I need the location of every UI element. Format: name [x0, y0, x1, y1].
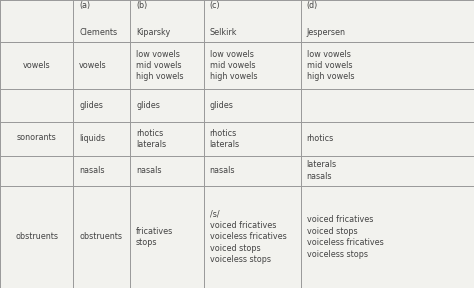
Text: (a): (a): [79, 1, 90, 10]
Text: Selkirk: Selkirk: [210, 28, 237, 37]
Text: rhotics
laterals: rhotics laterals: [136, 129, 166, 149]
Text: (c): (c): [210, 1, 220, 10]
Text: (b): (b): [136, 1, 147, 10]
Text: nasals: nasals: [79, 166, 105, 175]
Text: voiced fricatives
voiced stops
voiceless fricatives
voiceless stops: voiced fricatives voiced stops voiceless…: [307, 215, 383, 259]
Text: rhotics: rhotics: [307, 134, 334, 143]
Text: Jespersen: Jespersen: [307, 28, 346, 37]
Text: Kiparsky: Kiparsky: [136, 28, 170, 37]
Text: rhotics
laterals: rhotics laterals: [210, 129, 240, 149]
Text: laterals
nasals: laterals nasals: [307, 160, 337, 181]
Text: (d): (d): [307, 1, 318, 10]
Text: obstruents: obstruents: [15, 232, 58, 241]
Text: low vowels
mid vowels
high vowels: low vowels mid vowels high vowels: [136, 50, 183, 82]
Text: low vowels
mid vowels
high vowels: low vowels mid vowels high vowels: [307, 50, 354, 82]
Text: low vowels
mid vowels
high vowels: low vowels mid vowels high vowels: [210, 50, 257, 82]
Text: sonorants: sonorants: [17, 133, 56, 142]
Text: liquids: liquids: [79, 134, 105, 143]
Text: glides: glides: [79, 101, 103, 110]
Text: vowels: vowels: [23, 61, 51, 70]
Text: fricatives
stops: fricatives stops: [136, 227, 173, 247]
Text: glides: glides: [136, 101, 160, 110]
Text: Clements: Clements: [79, 28, 117, 37]
Text: obstruents: obstruents: [79, 232, 122, 241]
Text: /s/
voiced fricatives
voiceless fricatives
voiced stops
voiceless stops: /s/ voiced fricatives voiceless fricativ…: [210, 209, 286, 264]
Text: nasals: nasals: [136, 166, 162, 175]
Text: glides: glides: [210, 101, 233, 110]
Text: nasals: nasals: [210, 166, 235, 175]
Text: vowels: vowels: [79, 61, 107, 70]
